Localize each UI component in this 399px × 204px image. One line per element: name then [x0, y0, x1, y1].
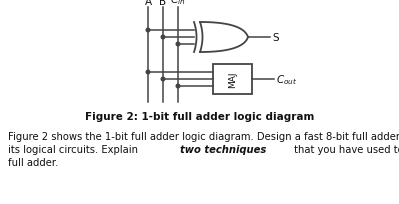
Text: B: B	[160, 0, 166, 7]
Text: full adder.: full adder.	[8, 157, 58, 167]
Text: that you have used to design the fast 8-bit: that you have used to design the fast 8-…	[291, 144, 399, 154]
Text: Figure 2: 1-bit full adder logic diagram: Figure 2: 1-bit full adder logic diagram	[85, 111, 314, 121]
Circle shape	[176, 85, 180, 88]
Text: S: S	[272, 33, 279, 43]
Text: Figure 2 shows the 1-bit full adder logic diagram. Design a fast 8-bit full adde: Figure 2 shows the 1-bit full adder logi…	[8, 131, 399, 141]
Text: two techniques: two techniques	[180, 144, 266, 154]
Text: A: A	[144, 0, 152, 7]
Circle shape	[146, 71, 150, 74]
Text: MAJ: MAJ	[228, 71, 237, 88]
Text: $C_{in}$: $C_{in}$	[170, 0, 186, 7]
Circle shape	[176, 43, 180, 47]
Circle shape	[161, 78, 165, 81]
Circle shape	[161, 36, 165, 40]
Circle shape	[146, 29, 150, 33]
Text: its logical circuits. Explain: its logical circuits. Explain	[8, 144, 141, 154]
Text: $C_{out}$: $C_{out}$	[276, 73, 297, 86]
Bar	[213, 65, 252, 94]
